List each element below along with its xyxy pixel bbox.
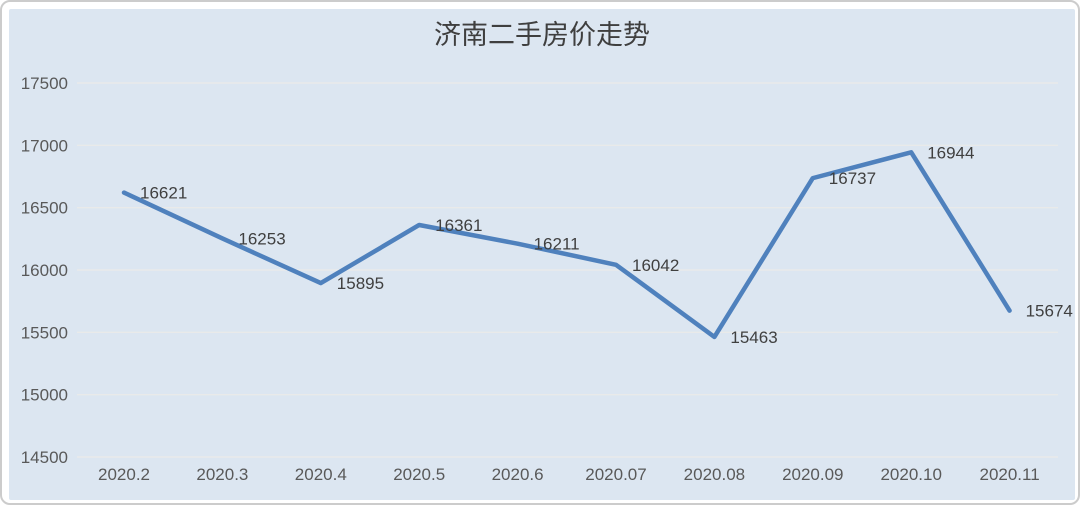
data-point-label: 16253: [238, 229, 285, 248]
data-point-label: 16042: [632, 256, 679, 275]
plot-background: [9, 9, 1075, 500]
y-tick-label: 17500: [21, 74, 68, 93]
x-tick-label: 2020.11: [979, 465, 1039, 484]
y-tick-label: 17000: [21, 136, 68, 155]
x-tick-label: 2020.4: [295, 465, 347, 484]
x-tick-label: 2020.2: [98, 465, 150, 484]
data-point-label: 16737: [829, 169, 876, 188]
data-point-label: 16944: [927, 143, 974, 162]
data-point-label: 15463: [730, 328, 777, 347]
x-tick-label: 2020.10: [880, 465, 941, 484]
y-tick-label: 16000: [21, 261, 68, 280]
x-tick-label: 2020.08: [684, 465, 745, 484]
chart-title: 济南二手房价走势: [434, 20, 650, 50]
data-point-label: 15674: [1026, 302, 1073, 321]
x-tick-label: 2020.6: [492, 465, 544, 484]
data-point-label: 15895: [337, 274, 384, 293]
gridlines-group: [77, 82, 1058, 458]
x-tick-label: 2020.5: [393, 465, 445, 484]
data-point-label: 16621: [140, 184, 187, 203]
y-axis-labels: 14500 15000 15500 16000 16500 17000 17500: [21, 74, 68, 467]
y-tick-label: 14500: [21, 448, 68, 467]
x-axis-labels: 2020.2 2020.3 2020.4 2020.5 2020.6 2020.07 202…: [98, 465, 1040, 484]
x-tick-label: 2020.09: [782, 465, 843, 484]
data-point-labels: 16621 16253 15895 16361 16211 16042 15463 16737…: [140, 143, 1073, 347]
price-trend-line: [121, 150, 1012, 340]
data-point-label: 16361: [435, 216, 482, 235]
y-tick-label: 16500: [21, 199, 68, 218]
x-tick-label: 2020.3: [196, 465, 248, 484]
data-point-label: 16211: [534, 235, 580, 254]
y-tick-label: 15000: [21, 386, 68, 405]
y-tick-label: 15500: [21, 323, 68, 342]
x-tick-label: 2020.07: [585, 465, 646, 484]
